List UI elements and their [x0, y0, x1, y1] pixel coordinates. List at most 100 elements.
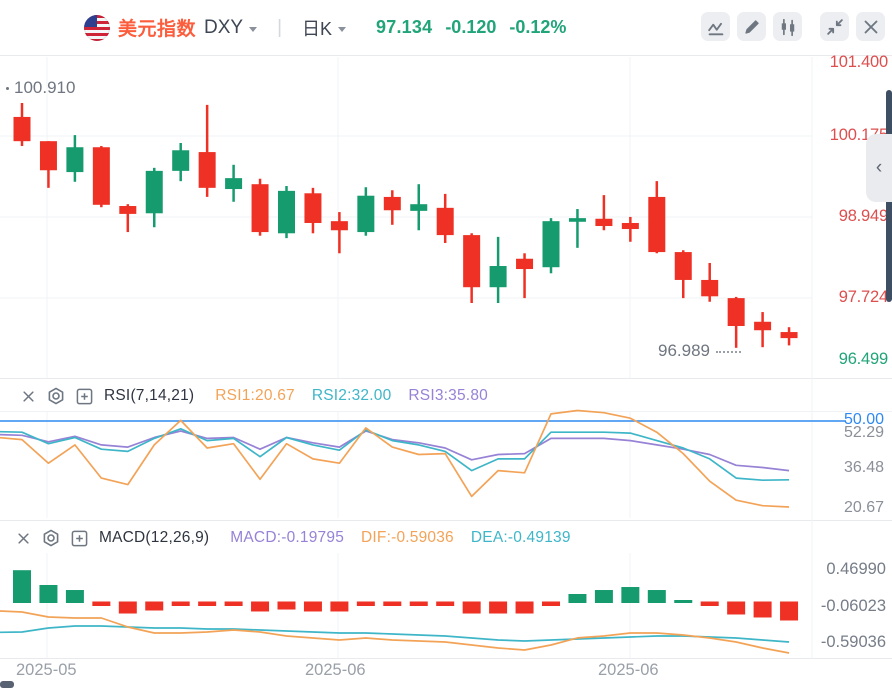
macd-bar-negative — [356, 601, 375, 606]
shrink-button[interactable] — [820, 12, 849, 41]
macd-bar-negative — [145, 601, 164, 611]
candle-body — [172, 150, 190, 171]
dif-legend: DIF:-0.59036 — [361, 529, 454, 546]
macd-bar-negative — [277, 601, 296, 610]
indicator-line-icon — [705, 16, 727, 38]
candle-body — [516, 258, 534, 270]
interval-dropdown-caret-icon[interactable] — [338, 26, 347, 32]
interval-selector[interactable]: 日K — [302, 18, 333, 39]
panel-collapse-tab[interactable]: ‹ — [866, 134, 892, 202]
candle-body — [621, 222, 639, 230]
candle-body — [330, 221, 348, 231]
candle-body — [674, 252, 692, 280]
candle-body — [754, 321, 772, 331]
candle-body — [198, 152, 216, 188]
macd-bar-positive — [65, 590, 84, 603]
chevron-left-icon: ‹ — [875, 157, 883, 178]
close-icon — [860, 16, 882, 38]
macd-bar-negative — [198, 601, 217, 606]
macd-bar-negative — [489, 601, 508, 614]
price-change-percent: -0.12% — [509, 17, 567, 37]
macd-expand-icon[interactable] — [71, 530, 88, 547]
macd-bar-negative — [753, 601, 772, 618]
macd-bar-positive — [674, 599, 693, 603]
macd-bar-negative — [780, 601, 799, 621]
indicator-button[interactable] — [701, 12, 730, 41]
macd-bar-negative — [383, 601, 402, 606]
chart-style-button[interactable] — [773, 12, 802, 41]
candle-body — [225, 178, 243, 190]
candle-body — [568, 218, 586, 222]
candle-body — [701, 279, 719, 297]
time-axis-label: 2025-05 — [16, 661, 77, 679]
macd-bar-positive — [621, 587, 640, 603]
candle-body — [436, 207, 454, 236]
draw-button[interactable] — [737, 12, 766, 41]
symbol-name: 美元指数 — [118, 19, 197, 40]
candle-body — [251, 184, 269, 233]
macd-bar-positive — [647, 590, 666, 603]
candle-body — [595, 218, 613, 227]
rsi3-legend: RSI3:35.80 — [408, 387, 488, 404]
candle-body — [92, 147, 110, 205]
time-axis-label: 2025-06 — [305, 661, 366, 679]
shrink-arrows-icon — [824, 16, 846, 38]
rsi2-line — [0, 427, 790, 482]
header-separator: | — [277, 16, 283, 38]
rsi1-legend: RSI1:20.67 — [215, 387, 295, 404]
macd-settings-icon[interactable] — [42, 529, 60, 547]
chart-toolbar — [701, 12, 885, 41]
macd-bar-negative — [700, 601, 719, 606]
rsi-axis-label: 36.48 — [843, 459, 884, 476]
macd-bar-positive — [13, 570, 31, 603]
macd-axis-label: -0.06023 — [820, 597, 886, 615]
macd-legend: MACD:-0.19795 — [230, 529, 345, 546]
candle-body — [39, 141, 57, 171]
time-axis-label: 2025-06 — [598, 661, 659, 679]
horizontal-scrollbar[interactable] — [0, 681, 14, 688]
macd-bar-negative — [727, 601, 746, 615]
close-button[interactable] — [856, 12, 885, 41]
low-value: 96.989 — [658, 341, 710, 360]
symbol-dropdown-caret-icon[interactable] — [249, 26, 258, 32]
price-axis-label: 96.499 — [838, 350, 888, 368]
candle-body — [66, 147, 84, 173]
macd-bar-negative — [92, 601, 111, 606]
rsi-title[interactable]: RSI(7,14,21) — [104, 387, 195, 404]
visible-high-annotation: 100.910 — [6, 78, 75, 98]
high-value: 100.910 — [14, 78, 76, 97]
price-axis-label: 97.724 — [838, 288, 888, 306]
visible-low-annotation: 96.989 — [658, 341, 741, 361]
candle-body — [304, 193, 322, 223]
rsi3-line — [0, 430, 790, 472]
candle-body — [542, 221, 560, 268]
macd-title[interactable]: MACD(12,26,9) — [99, 529, 210, 546]
rsi-settings-icon[interactable] — [47, 387, 65, 405]
macd-bar-negative — [436, 601, 455, 606]
macd-close-icon[interactable] — [16, 531, 31, 546]
candle-body — [489, 266, 507, 288]
macd-bar-negative — [118, 601, 137, 614]
candle-body — [119, 206, 137, 214]
rsi-close-icon[interactable] — [21, 389, 36, 404]
rsi-expand-icon[interactable] — [76, 388, 93, 405]
low-dotted-line — [716, 351, 741, 353]
pencil-icon — [741, 16, 763, 38]
macd-bar-positive — [594, 590, 613, 603]
macd-bar-negative — [330, 601, 349, 612]
macd-axis-label: 0.46990 — [826, 560, 886, 578]
high-marker-dot — [6, 86, 9, 90]
macd-bar-negative — [409, 601, 428, 606]
macd-bar-negative — [462, 601, 481, 614]
candle-body — [145, 170, 163, 214]
rsi-level-label: 50.00 — [843, 411, 884, 428]
candle-body — [463, 235, 481, 288]
candle-body — [648, 196, 666, 253]
symbol-code[interactable]: DXY — [204, 16, 244, 38]
macd-axis-label: -0.59036 — [820, 633, 886, 651]
candle-body — [357, 195, 375, 233]
rsi-axis-label: 20.67 — [843, 499, 884, 516]
macd-panel-header: MACD(12,26,9) MACD:-0.19795 DIF:-0.59036… — [16, 525, 588, 551]
